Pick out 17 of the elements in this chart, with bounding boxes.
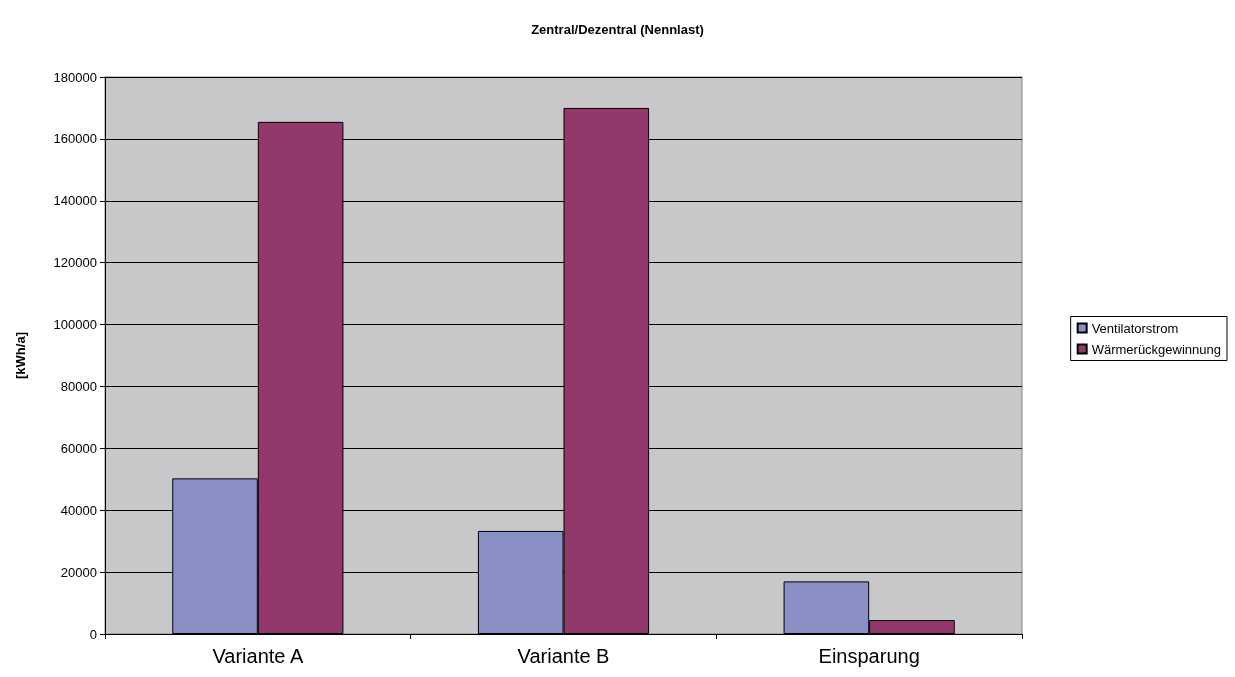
x-tick-label: Variante A [212, 645, 304, 667]
legend-label: Wärmerückgewinnung [1091, 341, 1222, 357]
y-tick-label: 100000 [53, 317, 97, 333]
y-tick-label: 140000 [53, 193, 97, 209]
x-tick-label: Variante B [517, 645, 610, 667]
y-axis-title: [kWh/a] [13, 332, 28, 379]
y-tick-label: 180000 [53, 69, 97, 85]
y-tick-label: 0 [89, 626, 97, 642]
y-tick-label: 60000 [60, 440, 97, 456]
y-tick-label: 80000 [60, 378, 97, 394]
y-tick-label: 40000 [60, 502, 97, 518]
chart-title: Zentral/Dezentral (Nennlast) [531, 22, 704, 37]
x-tick-label: Einsparung [818, 645, 920, 667]
y-tick-label: 120000 [53, 255, 97, 271]
y-tick-label: 160000 [53, 131, 97, 147]
y-tick-label: 20000 [60, 564, 97, 580]
legend-label: Ventilatorstrom [1091, 320, 1179, 336]
